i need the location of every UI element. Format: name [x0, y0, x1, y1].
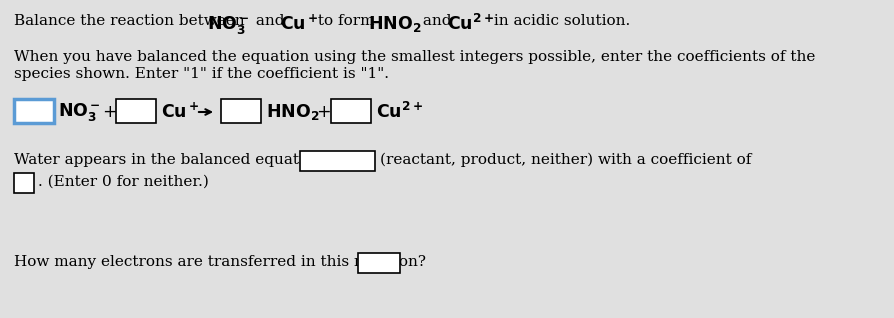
Text: and: and — [251, 14, 290, 28]
Text: and: and — [418, 14, 456, 28]
Text: $\mathbf{Cu^{2+}}$: $\mathbf{Cu^{2+}}$ — [447, 14, 494, 34]
Text: How many electrons are transferred in this reaction?: How many electrons are transferred in th… — [14, 255, 426, 269]
Text: When you have balanced the equation using the smallest integers possible, enter : When you have balanced the equation usin… — [14, 50, 815, 64]
Text: to form: to form — [313, 14, 379, 28]
Text: Water appears in the balanced equation as a: Water appears in the balanced equation a… — [14, 153, 358, 167]
Text: (reactant, product, neither) with a coefficient of: (reactant, product, neither) with a coef… — [380, 153, 751, 167]
Text: +: + — [102, 103, 116, 121]
Text: Balance the reaction between: Balance the reaction between — [14, 14, 249, 28]
Text: +: + — [316, 103, 331, 121]
Text: $\mathbf{Cu^{2+}}$: $\mathbf{Cu^{2+}}$ — [376, 102, 423, 122]
Text: $\mathbf{HNO_2}$: $\mathbf{HNO_2}$ — [368, 14, 421, 34]
Bar — [331, 99, 371, 123]
Text: $\mathbf{Cu^+}$: $\mathbf{Cu^+}$ — [161, 102, 199, 122]
Text: species shown. Enter "1" if the coefficient is "1".: species shown. Enter "1" if the coeffici… — [14, 67, 389, 81]
Text: $\mathbf{NO_3^-}$: $\mathbf{NO_3^-}$ — [207, 14, 249, 36]
Bar — [14, 173, 34, 193]
Bar — [358, 253, 400, 273]
Text: $\mathbf{Cu^+}$: $\mathbf{Cu^+}$ — [280, 14, 318, 33]
Bar — [116, 99, 156, 123]
Bar — [300, 151, 375, 171]
Bar — [221, 99, 261, 123]
Text: . (Enter 0 for neither.): . (Enter 0 for neither.) — [38, 175, 209, 189]
Bar — [14, 99, 54, 123]
Text: $\mathbf{HNO_2}$: $\mathbf{HNO_2}$ — [266, 102, 319, 122]
Text: in acidic solution.: in acidic solution. — [489, 14, 630, 28]
Text: $\mathbf{NO_3^-}$: $\mathbf{NO_3^-}$ — [58, 101, 101, 123]
